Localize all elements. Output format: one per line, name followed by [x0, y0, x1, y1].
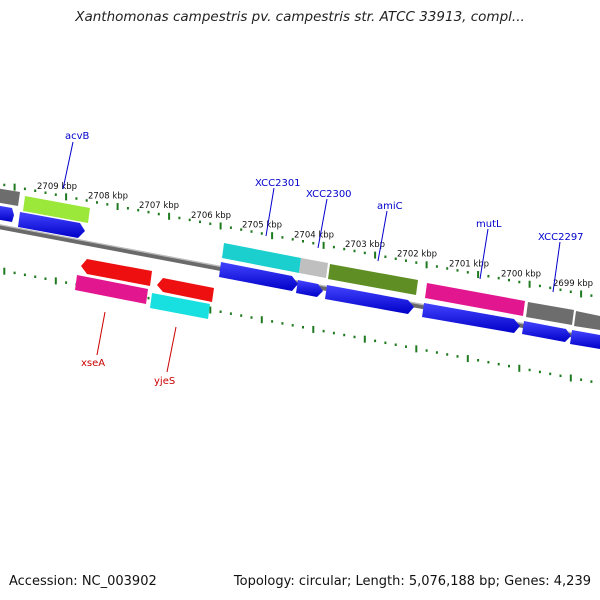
forward-gene-track — [0, 188, 600, 330]
gene-label-XCC2297[interactable]: XCC2297 — [538, 232, 584, 243]
cds-arrow[interactable] — [18, 212, 85, 238]
gene-label-xseA[interactable]: xseA — [81, 358, 105, 369]
gene-bar-xseA[interactable] — [75, 275, 148, 304]
ruler-label: 2700 kbp — [501, 269, 541, 279]
cds-arrow[interactable] — [570, 330, 600, 349]
gene-bar-yjeS[interactable] — [150, 293, 210, 319]
gene-bar-amiC[interactable] — [328, 264, 418, 295]
ruler-label: 2702 kbp — [397, 250, 437, 260]
ruler-label: 2708 kbp — [88, 191, 128, 201]
gene-label-acvB[interactable]: acvB — [65, 131, 90, 142]
gene-bar-gray2[interactable] — [526, 302, 574, 325]
map-title: Xanthomonas campestris pv. campestris st… — [75, 9, 525, 25]
cds-arrow[interactable] — [0, 205, 14, 222]
ruler-label: 2709 kbp — [37, 182, 77, 192]
ruler-label: 2704 kbp — [294, 230, 334, 240]
cds-arrow[interactable] — [325, 285, 414, 314]
accession-text: Accession: NC_003902 — [9, 574, 157, 589]
ruler-label: 2706 kbp — [191, 211, 231, 221]
cds-arrow[interactable] — [296, 280, 323, 297]
gene-label-amiC[interactable]: amiC — [377, 201, 403, 212]
reverse-gene-track — [75, 259, 214, 319]
ruler-label: 2707 kbp — [139, 201, 179, 211]
ruler-labels: 2709 kbp 2708 kbp 2707 kbp 2706 kbp 2705 kbp… — [37, 182, 593, 289]
ruler-label: 2705 kbp — [242, 221, 282, 231]
gene-label-XCC2301[interactable]: XCC2301 — [255, 178, 301, 189]
gene-arrow-red[interactable] — [157, 278, 214, 302]
gene-label-mutL[interactable]: mutL — [476, 219, 502, 230]
ruler-label: 2703 kbp — [345, 240, 385, 250]
cds-arrow[interactable] — [219, 262, 298, 291]
gene-labels: acvB XCC2301 XCC2300 amiC mutL XCC2297 x… — [65, 131, 584, 387]
gene-arrow-red[interactable] — [81, 259, 152, 286]
gene-label-yjeS[interactable]: yjeS — [154, 376, 175, 387]
forward-cds-track — [0, 205, 600, 349]
gene-bar-XCC2300[interactable] — [299, 258, 328, 278]
cds-arrow[interactable] — [422, 303, 520, 333]
gene-label-XCC2300[interactable]: XCC2300 — [306, 189, 352, 200]
gene-bar-acvB[interactable] — [23, 196, 90, 223]
gene-bar-XCC2301[interactable] — [222, 243, 301, 273]
gene-bar-mutL[interactable] — [425, 283, 525, 316]
gene-bar-gray3[interactable] — [574, 311, 600, 330]
label-leaders — [62, 141, 561, 373]
ruler-label: 2699 kbp — [553, 279, 593, 289]
ruler-label: 2701 kbp — [449, 260, 489, 270]
summary-text: Topology: circular; Length: 5,076,188 bp… — [233, 574, 591, 589]
outer-tick-ring — [3, 183, 593, 298]
gene-bar-gray[interactable] — [0, 188, 20, 206]
cds-arrow[interactable] — [522, 321, 571, 342]
